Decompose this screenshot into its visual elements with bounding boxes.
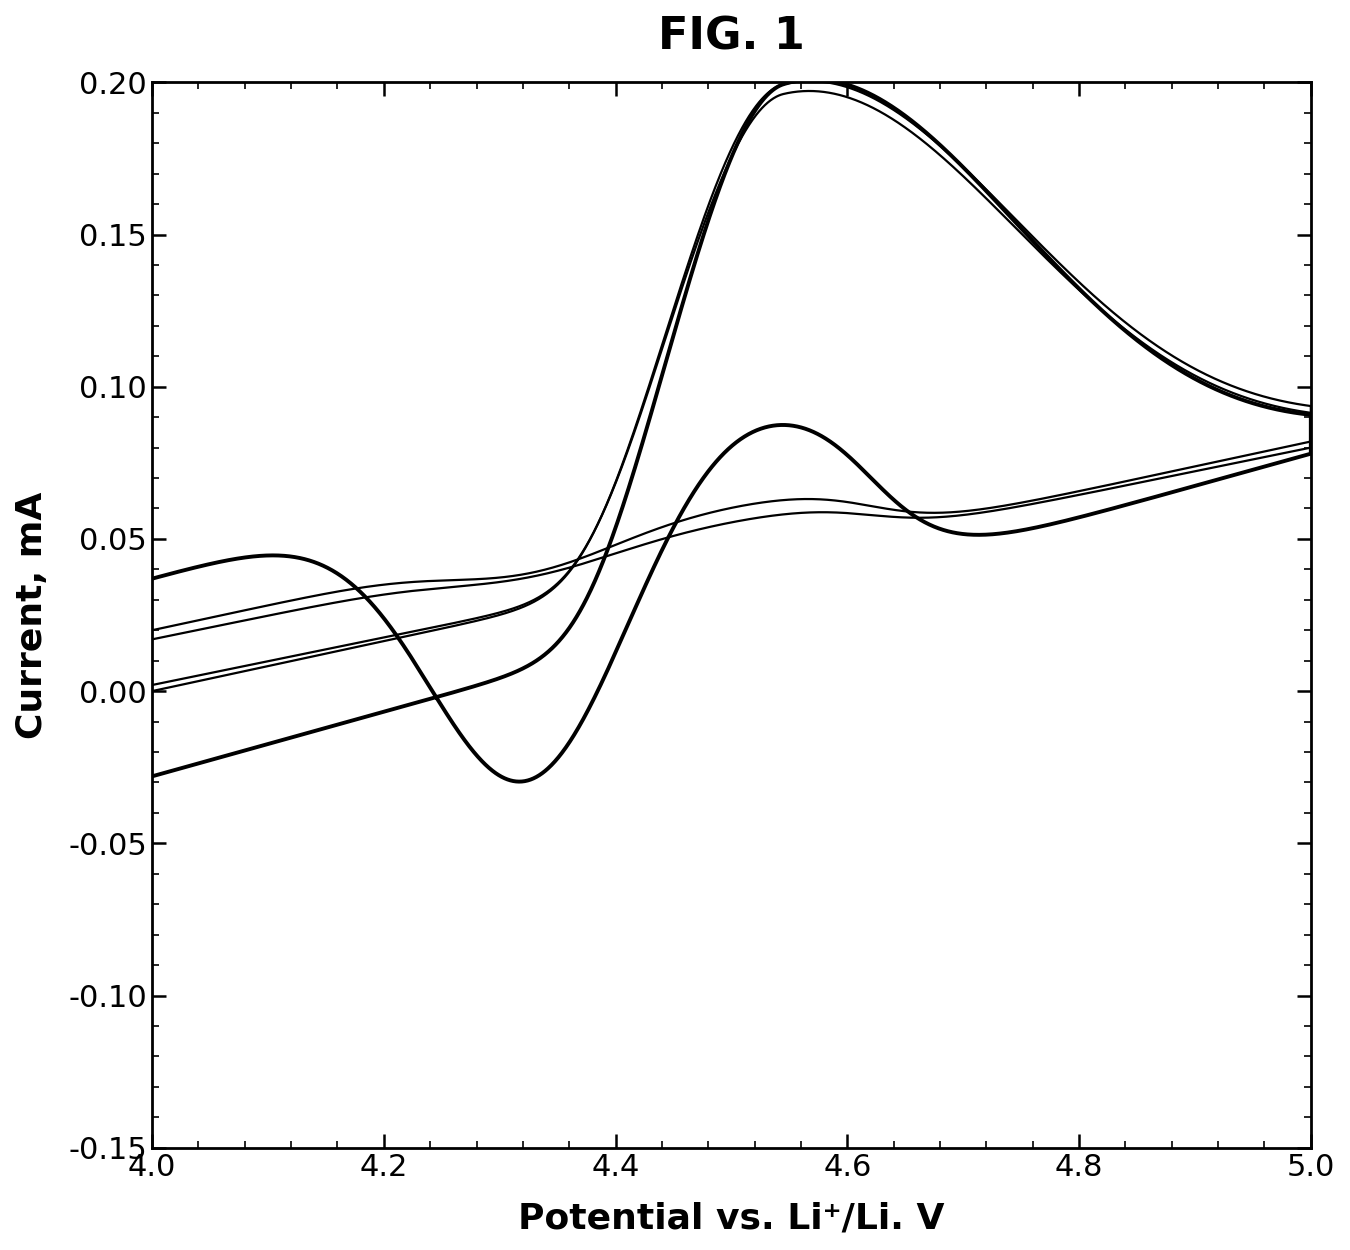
X-axis label: Potential vs. Li⁺/Li. V: Potential vs. Li⁺/Li. V (518, 1201, 945, 1235)
Title: FIG. 1: FIG. 1 (657, 15, 805, 58)
Y-axis label: Current, mA: Current, mA (15, 491, 49, 739)
